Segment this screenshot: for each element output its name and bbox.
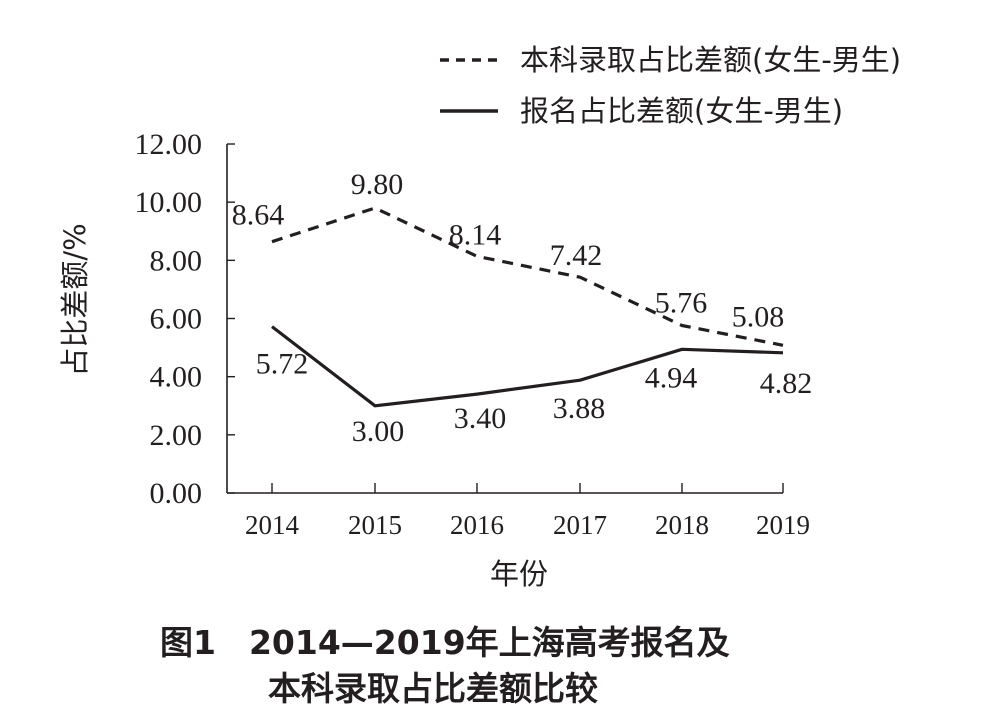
- x-ticks: 2014 2015 2016 2017 2018 2019: [245, 483, 810, 540]
- legend: 本科录取占比差额(女生-男生) 报名占比差额(女生-男生): [440, 43, 901, 128]
- y-tick-label: 10.00: [135, 186, 203, 219]
- y-tick-label: 0.00: [150, 477, 203, 510]
- y-tick-label: 2.00: [150, 419, 203, 452]
- x-axis-title: 年份: [490, 557, 548, 591]
- series-line-admission: [271, 206, 784, 347]
- caption-line-2: 本科录取占比差额比较: [268, 669, 598, 708]
- data-label-admission: 7.42: [550, 239, 603, 272]
- data-label-admission: 9.80: [351, 168, 404, 201]
- x-tick-label: 2018: [655, 510, 709, 540]
- y-axis: 0.00 2.00 4.00 6.00 8.00 10.00 12.00: [135, 128, 235, 510]
- data-label-registration: 3.40: [454, 402, 507, 435]
- data-label-admission: 8.64: [232, 199, 285, 232]
- series-line-registration: [271, 325, 784, 408]
- data-label-registration: 3.88: [553, 392, 606, 425]
- y-ticks: 0.00 2.00 4.00 6.00 8.00 10.00 12.00: [135, 128, 235, 510]
- data-label-admission: 5.08: [732, 300, 785, 333]
- data-label-admission: 8.14: [449, 218, 502, 251]
- x-tick-label: 2014: [245, 510, 300, 540]
- caption-line-1: 图1 2014—2019年上海高考报名及: [160, 623, 730, 662]
- x-tick-label: 2017: [553, 510, 607, 540]
- legend-label-registration: 报名占比差额(女生-男生): [520, 94, 843, 128]
- data-label-registration: 5.72: [256, 348, 309, 381]
- x-tick-label: 2015: [348, 510, 402, 540]
- data-labels: 8.64 9.80 8.14 7.42 5.76 5.08 5.72 3.00 3.40 3.88…: [232, 168, 813, 448]
- data-label-registration: 4.82: [760, 367, 813, 400]
- y-tick-label: 8.00: [150, 244, 203, 277]
- legend-label-admission: 本科录取占比差额(女生-男生): [520, 43, 901, 77]
- y-tick-label: 6.00: [150, 303, 203, 336]
- data-label-registration: 3.00: [352, 415, 405, 448]
- data-label-registration: 4.94: [645, 361, 698, 394]
- figure-caption: 图1 2014—2019年上海高考报名及 本科录取占比差额比较: [160, 623, 730, 708]
- x-tick-label: 2019: [756, 510, 810, 540]
- y-axis-title: 占比差额/%: [58, 223, 92, 376]
- series-layer: [271, 206, 784, 408]
- y-tick-label: 4.00: [150, 361, 203, 394]
- data-label-admission: 5.76: [655, 286, 708, 319]
- x-axis: 2014 2015 2016 2017 2018 2019: [227, 483, 810, 540]
- x-tick-label: 2016: [450, 510, 504, 540]
- y-tick-label: 12.00: [135, 128, 203, 161]
